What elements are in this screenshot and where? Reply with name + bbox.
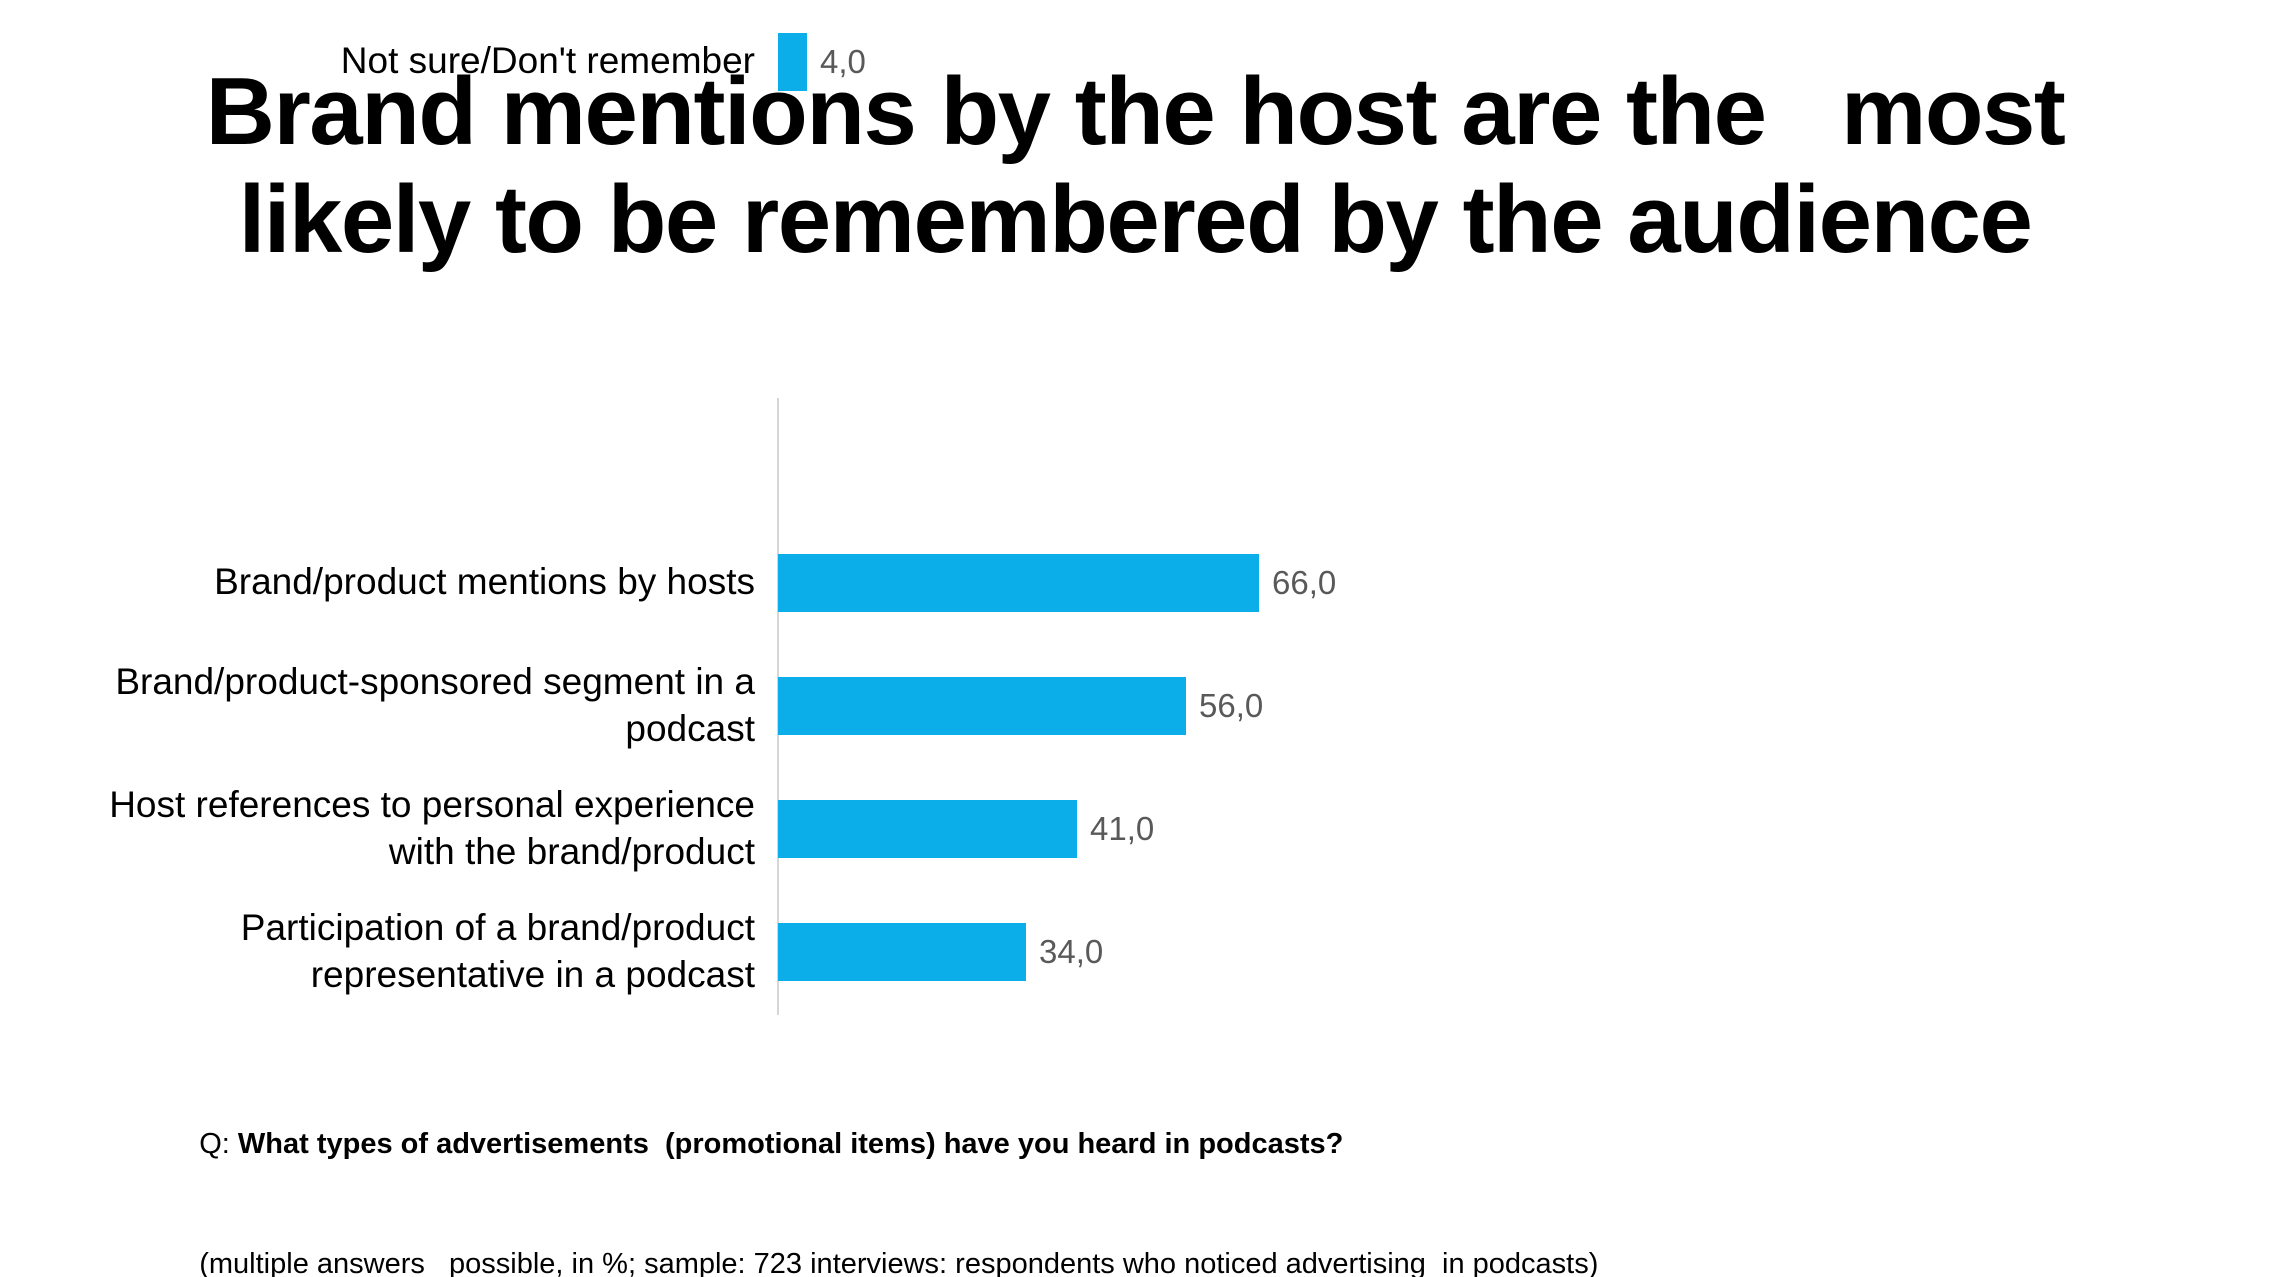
footnote-q-prefix: Q: (199, 1128, 238, 1160)
bar (778, 32, 807, 91)
value-label: 4,0 (820, 42, 866, 80)
bar (778, 922, 1026, 981)
value-label: 56,0 (1199, 686, 1264, 724)
category-label: Not sure/Don't remember (340, 40, 755, 82)
category-label: Participation of a brand/product represe… (240, 907, 755, 995)
bar (778, 799, 1077, 858)
category-label: Brand/product-sponsored segment in a pod… (115, 661, 755, 749)
bar-row: Host references to personal experience w… (0, 767, 2270, 890)
bar-row: Not sure/Don't remember 4,0 (0, 0, 2270, 123)
bar (778, 676, 1186, 735)
category-label: Host references to personal experience w… (109, 784, 755, 872)
bar-row: Brand/product-sponsored segment in a pod… (0, 644, 2270, 767)
footnote-sample-note: (multiple answers possible, in %; sample… (199, 1248, 1599, 1277)
chart-title: Brand mentions by the host are the most … (205, 58, 2066, 273)
value-label: 41,0 (1090, 809, 1155, 847)
bar-row: Participation of a brand/product represe… (0, 890, 2270, 1013)
value-label: 66,0 (1272, 563, 1337, 601)
value-label: 34,0 (1039, 932, 1104, 970)
bar-row: Brand/product mentions by hosts 66,0 (0, 521, 2270, 644)
footnote: Q: What types of advertisements (promoti… (167, 1084, 1598, 1277)
bar (778, 553, 1259, 612)
category-label: Brand/product mentions by hosts (214, 561, 755, 603)
footnote-question: What types of advertisements (promotiona… (237, 1128, 1344, 1160)
